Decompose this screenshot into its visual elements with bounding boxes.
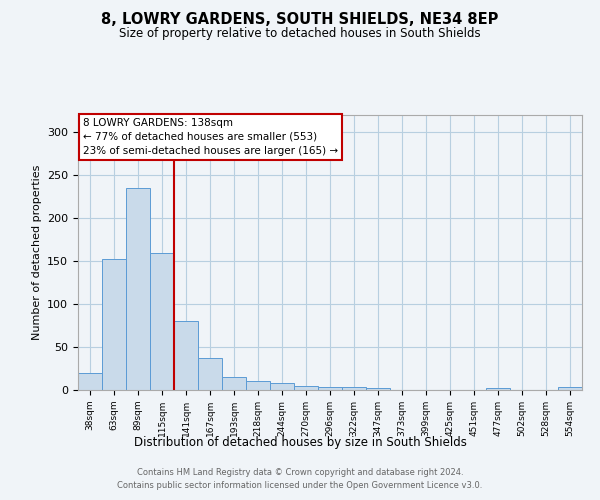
Bar	[126, 188, 150, 390]
Bar	[486, 388, 510, 390]
Bar	[366, 388, 390, 390]
Bar	[198, 358, 222, 390]
Text: Contains public sector information licensed under the Open Government Licence v3: Contains public sector information licen…	[118, 480, 482, 490]
Text: 8, LOWRY GARDENS, SOUTH SHIELDS, NE34 8EP: 8, LOWRY GARDENS, SOUTH SHIELDS, NE34 8E…	[101, 12, 499, 28]
Bar	[102, 260, 126, 390]
Bar	[174, 322, 198, 390]
Bar	[294, 386, 318, 390]
Bar	[246, 382, 270, 390]
Y-axis label: Number of detached properties: Number of detached properties	[32, 165, 41, 340]
Bar	[222, 377, 246, 390]
Bar	[270, 383, 294, 390]
Bar	[150, 252, 174, 390]
Bar	[342, 388, 366, 390]
Text: Size of property relative to detached houses in South Shields: Size of property relative to detached ho…	[119, 28, 481, 40]
Text: Contains HM Land Registry data © Crown copyright and database right 2024.: Contains HM Land Registry data © Crown c…	[137, 468, 463, 477]
Text: 8 LOWRY GARDENS: 138sqm
← 77% of detached houses are smaller (553)
23% of semi-d: 8 LOWRY GARDENS: 138sqm ← 77% of detache…	[83, 118, 338, 156]
Text: Distribution of detached houses by size in South Shields: Distribution of detached houses by size …	[134, 436, 466, 449]
Bar	[558, 388, 582, 390]
Bar	[78, 373, 102, 390]
Bar	[318, 386, 342, 390]
